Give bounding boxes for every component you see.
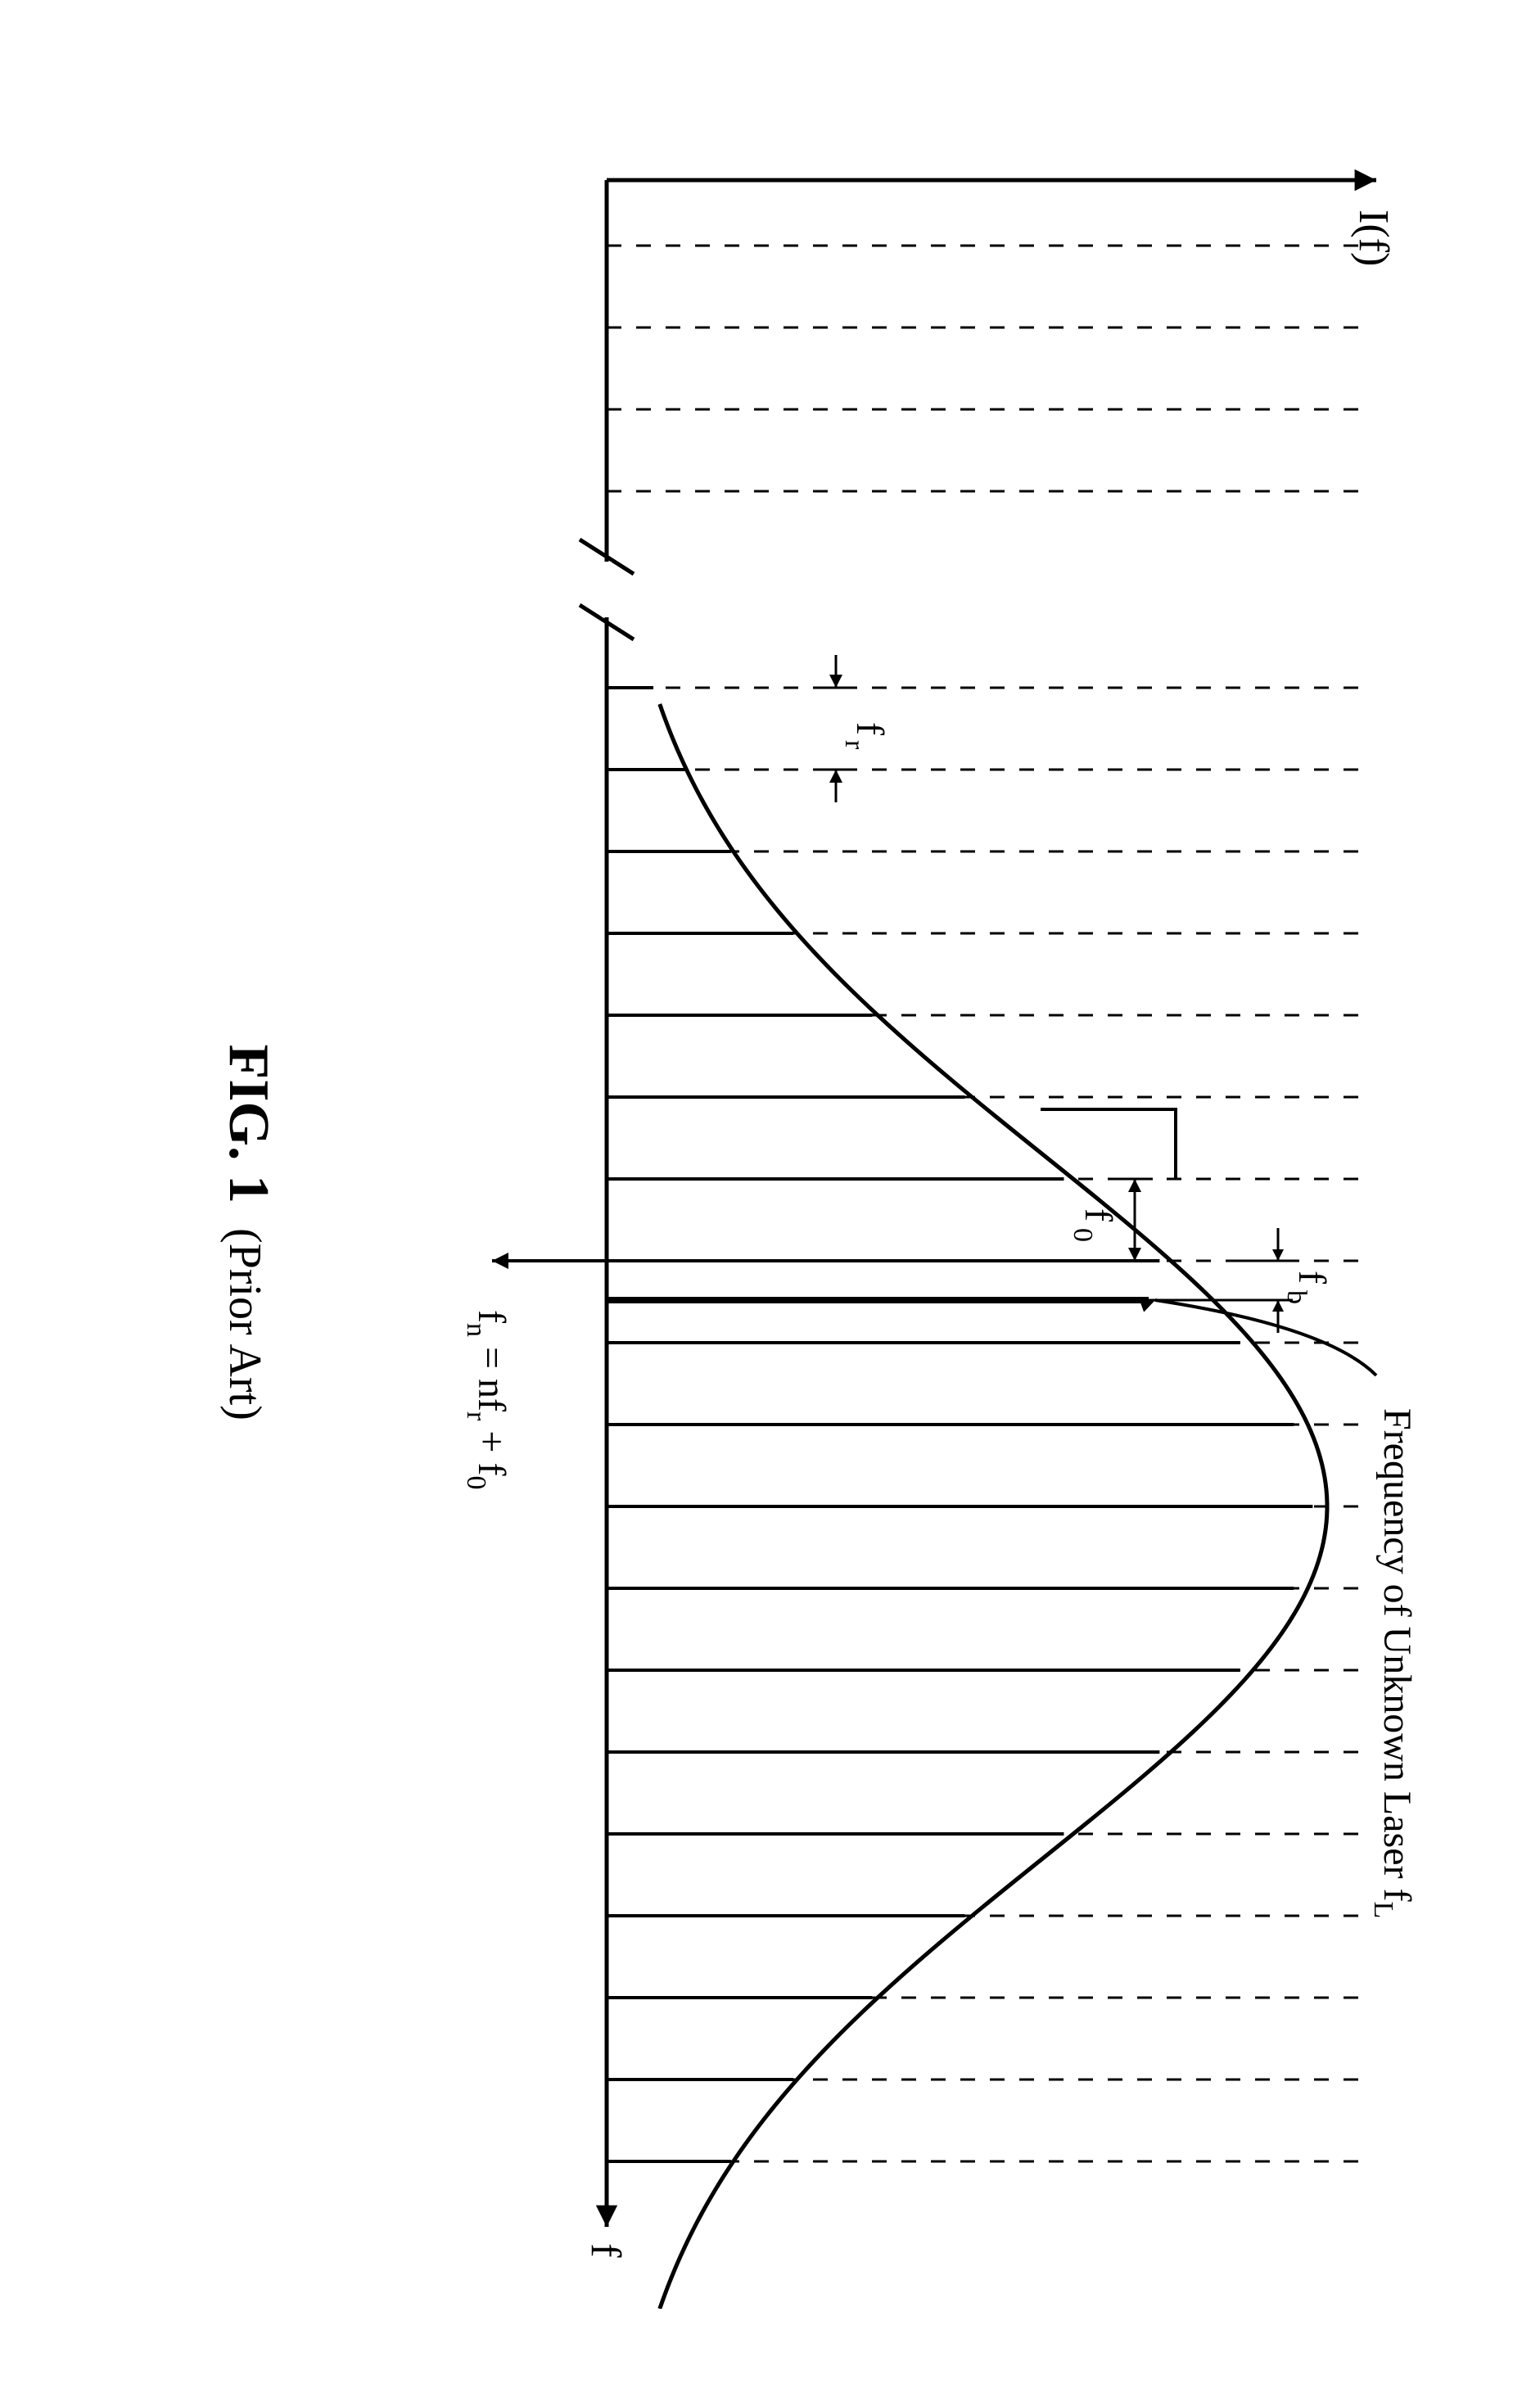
- fn-equation: fn = nfr + f0: [461, 1310, 513, 1489]
- arrowhead: [595, 2206, 616, 2227]
- arrowhead: [1139, 1298, 1155, 1312]
- fr-label: f: [848, 722, 892, 735]
- fb-sub: b: [1281, 1290, 1312, 1304]
- arrowhead: [1128, 1179, 1141, 1192]
- arrowhead: [1128, 1248, 1141, 1261]
- figure-subtitle: (Prior Art): [219, 1228, 270, 1420]
- fb-label: f: [1290, 1271, 1334, 1284]
- fr-sub: r: [839, 740, 869, 750]
- arrowhead: [829, 770, 842, 783]
- f0-sub: 0: [1068, 1228, 1098, 1242]
- arrowhead: [492, 1253, 508, 1269]
- y-axis-label: I(f): [1350, 210, 1397, 266]
- unknown-laser-pointer: [1155, 1300, 1376, 1375]
- f0-label: f: [1077, 1208, 1120, 1222]
- arrowhead: [1354, 169, 1375, 191]
- arrowhead: [1272, 1249, 1284, 1261]
- arrowhead: [829, 675, 842, 688]
- figure-title: FIG. 1: [217, 1045, 280, 1204]
- figure-container: I(f)ffrf0fbfn = nfr + f0Frequency of Unk…: [115, 98, 1425, 2309]
- x-axis-label: f: [582, 2243, 629, 2258]
- unknown-laser-label: Frequency of Unknown Laser fL: [1368, 1408, 1419, 1918]
- figure-svg: I(f)ffrf0fbfn = nfr + f0Frequency of Unk…: [115, 98, 1425, 2309]
- axis-break-gap: [602, 562, 612, 617]
